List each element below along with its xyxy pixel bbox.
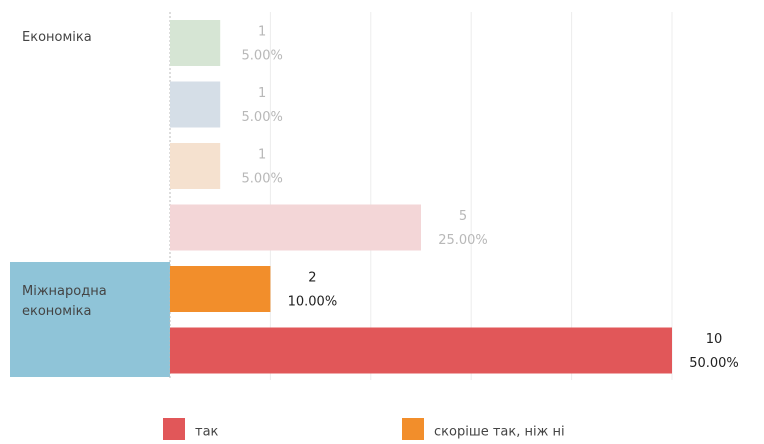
percent-label: 10.00% (288, 295, 338, 310)
bar (170, 143, 221, 189)
count-label: 5 (459, 209, 467, 224)
bar (170, 204, 421, 251)
legend-swatch (163, 418, 185, 440)
legend-swatch (402, 418, 424, 440)
bar (170, 20, 221, 66)
legend-label: так (195, 425, 219, 440)
percent-label: 5.00% (242, 110, 283, 125)
percent-label: 5.00% (242, 172, 283, 187)
count-label: 1 (258, 25, 266, 40)
group-label[interactable]: Економіка (22, 30, 92, 45)
group-label[interactable]: Міжнародна економіка (22, 284, 107, 319)
count-label: 1 (258, 86, 266, 101)
bar (170, 327, 672, 374)
percent-label: 5.00% (242, 49, 283, 64)
group-highlight (10, 262, 170, 377)
percent-label: 25.00% (438, 233, 488, 248)
percent-label: 50.00% (689, 356, 739, 371)
count-label: 1 (258, 148, 266, 163)
legend-label: скоріше так, ніж ні (434, 425, 565, 440)
bar (170, 81, 221, 128)
count-label: 2 (308, 271, 316, 286)
count-label: 10 (706, 332, 723, 347)
bar (170, 266, 271, 312)
